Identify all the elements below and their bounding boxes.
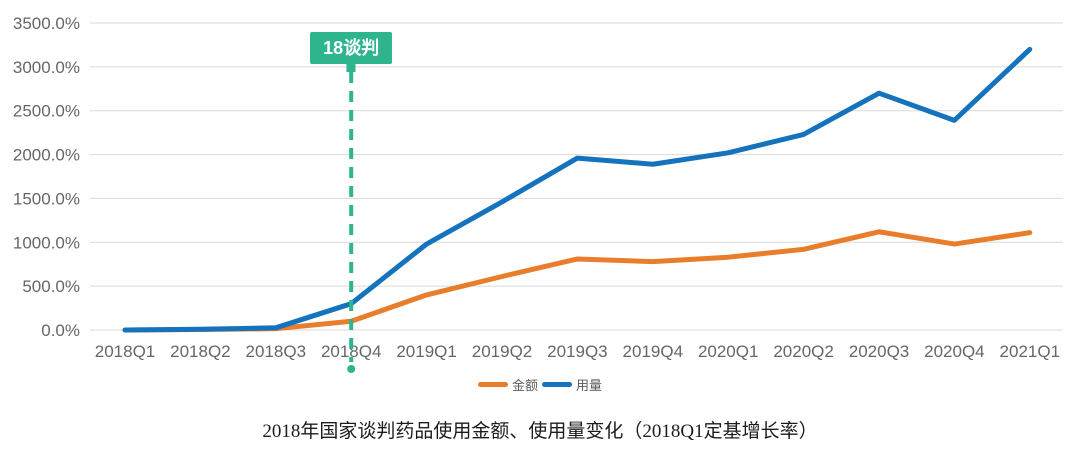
legend-label-volume: 用量 <box>576 377 603 393</box>
x-axis-tick-label: 2020Q4 <box>924 342 985 361</box>
x-axis-tick-label: 2020Q2 <box>773 342 834 361</box>
annotation-end-dot <box>347 365 356 373</box>
annotation-label: 18谈判 <box>323 38 380 58</box>
x-axis-tick-label: 2019Q1 <box>396 342 457 361</box>
y-axis-tick-label: 1000.0% <box>13 233 80 252</box>
volume-series-swatch-icon <box>542 381 572 387</box>
x-axis-tick-label: 2018Q4 <box>321 342 382 361</box>
x-axis-tick-label: 2019Q3 <box>547 342 608 361</box>
x-axis-tick-label: 2018Q3 <box>246 342 307 361</box>
x-axis-tick-label: 2018Q1 <box>95 342 156 361</box>
x-axis-tick-label: 2019Q2 <box>472 342 533 361</box>
chart-legend: 金额 用量 <box>0 375 1080 393</box>
chart-title: 2018年国家谈判药品使用金额、使用量变化（2018Q1定基增长率） <box>262 421 818 442</box>
legend-item-amount: 金额 <box>477 375 538 394</box>
x-axis-tick-label: 2020Q3 <box>849 342 910 361</box>
x-axis-tick-label: 2021Q1 <box>1000 342 1061 361</box>
chart-canvas: 3500.0% 3000.0% 2500.0% 2000.0% 1500.0% 1000.… <box>13 14 1063 373</box>
legend-item-volume: 用量 <box>542 375 602 394</box>
y-axis-tick-label: 2500.0% <box>13 102 80 121</box>
annotation-callout-tail <box>346 63 356 72</box>
series-line-0 <box>122 229 1033 333</box>
series-line-1 <box>122 46 1033 333</box>
y-axis-tick-label: 500.0% <box>22 277 80 296</box>
x-axis-tick-label: 2019Q4 <box>623 342 684 361</box>
annotation-callout: 18谈判 <box>310 32 393 72</box>
y-axis-tick-label: 0.0% <box>41 321 80 340</box>
x-axis-tick-label: 2018Q2 <box>170 342 231 361</box>
amount-series-swatch-icon <box>477 381 508 387</box>
y-axis-tick-label: 1500.0% <box>13 189 80 208</box>
y-axis-tick-label: 2000.0% <box>13 146 80 165</box>
legend-label-amount: 金额 <box>511 377 538 393</box>
y-axis-tick-label: 3000.0% <box>13 58 80 77</box>
x-axis-tick-label: 2020Q1 <box>698 342 759 361</box>
y-axis-tick-label: 3500.0% <box>13 14 80 33</box>
